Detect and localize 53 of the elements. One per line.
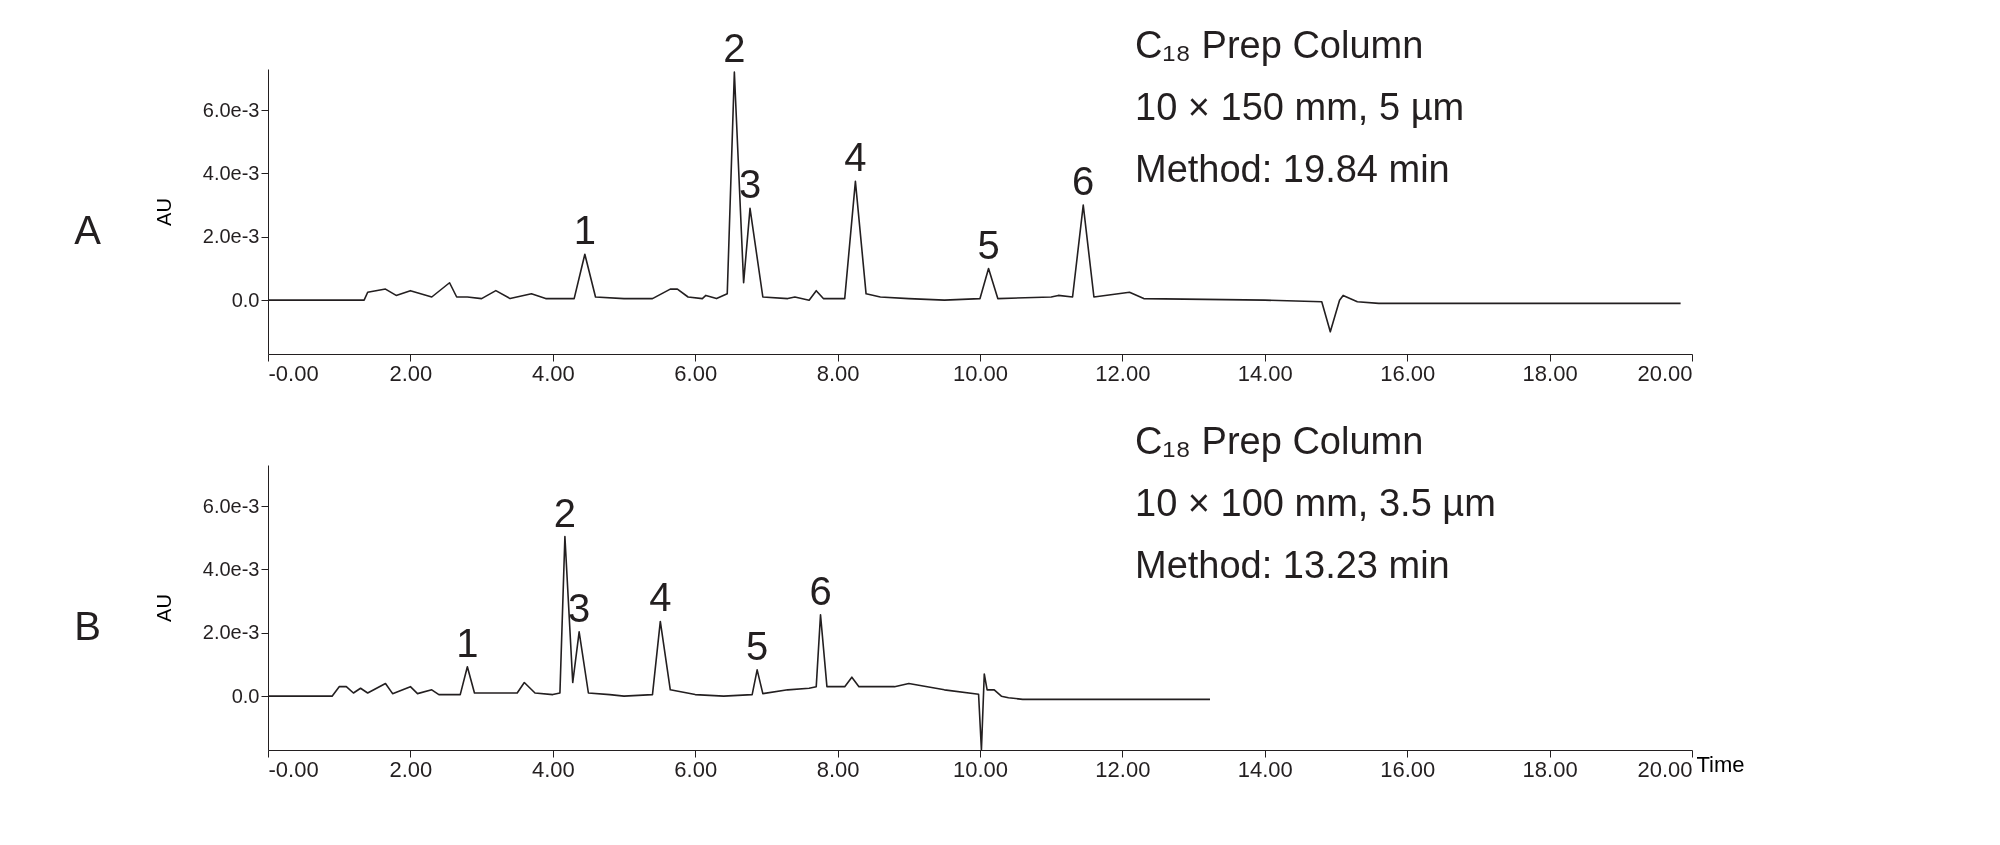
x-tick-label: 14.00 bbox=[1237, 756, 1293, 782]
y-tick-label: 0.0 bbox=[231, 288, 260, 311]
annotation: Method: 13.23 min bbox=[1135, 544, 1450, 586]
annotation: 5 bbox=[746, 623, 769, 668]
text: C₁₈ Prep Column bbox=[1135, 24, 1424, 66]
annotation: 1 bbox=[573, 208, 596, 253]
y-tick-label: 2.0e-3 bbox=[202, 225, 260, 248]
y-axis-title: AU bbox=[152, 594, 175, 622]
text: C₁₈ Prep Column bbox=[1135, 420, 1424, 462]
x-tick-label: 14.00 bbox=[1237, 360, 1293, 386]
text: A bbox=[74, 207, 102, 252]
x-tick-label: 8.00 bbox=[816, 756, 860, 782]
annotation: Method: 19.84 min bbox=[1135, 148, 1450, 190]
annotation: 2 bbox=[553, 490, 577, 535]
y-tick-label: 6.0e-3 bbox=[202, 98, 260, 121]
y-tick-label: 2.0e-3 bbox=[202, 621, 260, 644]
x-tick-label: 6.00 bbox=[674, 360, 718, 386]
y-tick-label: 0.0 bbox=[231, 684, 260, 707]
x-tick-label: 6.00 bbox=[674, 756, 718, 782]
annotation: 6 bbox=[809, 568, 832, 613]
x-tick-label: 12.00 bbox=[1095, 756, 1151, 782]
x-tick-label: 16.00 bbox=[1380, 756, 1436, 782]
x-tick-label: -0.00 bbox=[268, 756, 319, 782]
y-axis-title: AU bbox=[152, 198, 175, 226]
x-tick-label: 12.00 bbox=[1095, 360, 1151, 386]
annotation: 10 × 100 mm, 3.5 µm bbox=[1135, 482, 1496, 524]
x-tick-label: 2.00 bbox=[389, 756, 433, 782]
x-tick-label: 8.00 bbox=[816, 360, 860, 386]
annotation: 4 bbox=[844, 135, 867, 180]
x-axis-title: Time bbox=[1696, 751, 1745, 777]
annotation: 2 bbox=[723, 26, 746, 71]
y-tick-label: 6.0e-3 bbox=[202, 494, 260, 517]
x-tick-label: 4.00 bbox=[531, 360, 575, 386]
y-tick-label: 4.0e-3 bbox=[202, 558, 260, 580]
annotation: 1 bbox=[456, 620, 479, 665]
x-tick-label: -0.00 bbox=[268, 360, 319, 386]
x-tick-label: 18.00 bbox=[1522, 756, 1578, 782]
annotation: 10 × 150 mm, 5 µm bbox=[1135, 86, 1465, 128]
x-tick-label: 10.00 bbox=[952, 756, 1009, 782]
x-tick-label: 20.00 bbox=[1637, 360, 1693, 386]
x-tick-label: 18.00 bbox=[1522, 360, 1578, 386]
x-tick-label: 20.00 bbox=[1637, 756, 1693, 782]
annotation: 6 bbox=[1072, 159, 1095, 204]
x-tick-label: 2.00 bbox=[389, 360, 433, 386]
x-tick-label: 4.00 bbox=[531, 756, 575, 782]
annotation: 5 bbox=[977, 222, 1000, 267]
annotation: 3 bbox=[738, 162, 762, 207]
x-tick-label: 16.00 bbox=[1380, 360, 1436, 386]
annotation: 3 bbox=[568, 585, 591, 630]
x-tick-label: 10.00 bbox=[952, 360, 1009, 386]
y-tick-label: 4.0e-3 bbox=[202, 162, 260, 184]
annotation: 4 bbox=[649, 575, 672, 620]
text: B bbox=[74, 603, 101, 648]
